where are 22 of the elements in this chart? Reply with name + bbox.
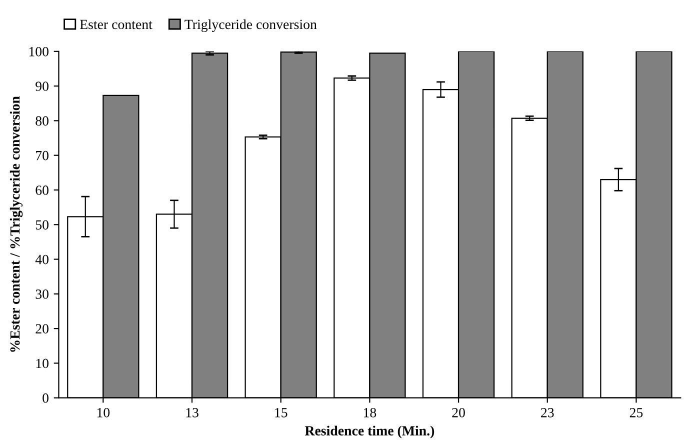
y-tick-label: 40 bbox=[35, 254, 48, 264]
legend-label: Triglyceride conversion bbox=[184, 19, 317, 32]
y-tick-label: 60 bbox=[36, 186, 48, 195]
y-tick-label: 80 bbox=[36, 116, 48, 126]
y-tick-label: 20 bbox=[36, 324, 48, 334]
x-tick-label: 18 bbox=[364, 408, 376, 418]
x-tick-label: 20 bbox=[452, 408, 465, 418]
x-tick-label: 13 bbox=[186, 408, 198, 418]
y-tick-label: 0 bbox=[42, 393, 48, 403]
x-tick-label: 15 bbox=[275, 408, 288, 418]
legend-label: Ester content bbox=[80, 20, 152, 30]
x-tick-label: 23 bbox=[541, 408, 554, 418]
y-tick-label: 100 bbox=[29, 46, 48, 56]
y-axis-title: %Ester content / %Triglyceride conversion bbox=[10, 96, 23, 352]
y-tick-label: 90 bbox=[36, 82, 48, 92]
y-tick-label: 50 bbox=[36, 220, 48, 230]
y-tick-label: 10 bbox=[36, 358, 48, 368]
x-tick-label: 25 bbox=[630, 408, 643, 418]
x-axis-title: Residence time (Min.) bbox=[304, 426, 434, 438]
y-tick-label: 30 bbox=[36, 289, 48, 299]
x-tick-label: 10 bbox=[97, 408, 110, 418]
y-tick-label: 70 bbox=[36, 150, 48, 160]
